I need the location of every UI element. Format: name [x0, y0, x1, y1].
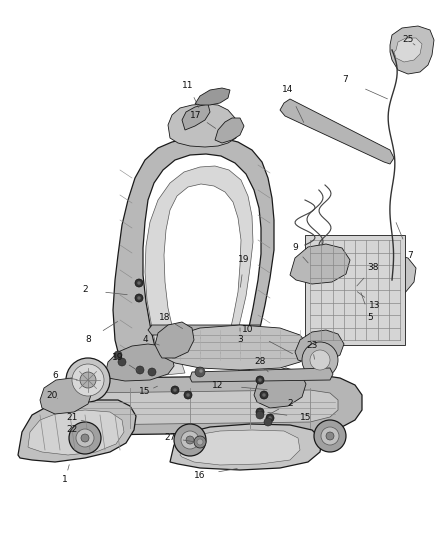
Circle shape: [171, 386, 179, 394]
Circle shape: [72, 364, 104, 396]
Circle shape: [66, 358, 110, 402]
Circle shape: [326, 432, 334, 440]
Circle shape: [199, 369, 203, 373]
Circle shape: [264, 418, 272, 426]
Circle shape: [256, 376, 264, 384]
Circle shape: [135, 279, 143, 287]
Polygon shape: [65, 375, 362, 435]
Text: 25: 25: [403, 36, 413, 44]
Polygon shape: [113, 137, 274, 382]
Circle shape: [266, 414, 274, 422]
Circle shape: [181, 431, 199, 449]
Polygon shape: [290, 244, 350, 284]
Circle shape: [174, 424, 206, 456]
Circle shape: [184, 391, 192, 399]
Circle shape: [194, 436, 206, 448]
Circle shape: [136, 366, 144, 374]
Text: 15: 15: [139, 387, 151, 397]
Text: 7: 7: [342, 76, 348, 85]
Text: 5: 5: [367, 313, 373, 322]
Circle shape: [137, 281, 141, 285]
Circle shape: [69, 422, 101, 454]
Text: 21: 21: [66, 414, 78, 423]
Text: 12: 12: [212, 381, 224, 390]
Text: 20: 20: [46, 391, 58, 400]
Text: 19: 19: [112, 353, 124, 362]
Text: 2: 2: [82, 286, 88, 295]
Polygon shape: [145, 166, 253, 375]
Text: 3: 3: [237, 335, 243, 344]
Text: 27: 27: [164, 433, 176, 442]
Circle shape: [81, 434, 89, 442]
Polygon shape: [18, 400, 136, 462]
Polygon shape: [305, 235, 405, 345]
Circle shape: [302, 342, 338, 378]
Polygon shape: [105, 344, 174, 381]
Polygon shape: [338, 255, 416, 342]
Circle shape: [321, 427, 339, 445]
Polygon shape: [148, 325, 262, 335]
Text: 13: 13: [369, 301, 381, 310]
Polygon shape: [190, 368, 333, 382]
Text: 2: 2: [287, 399, 293, 408]
Polygon shape: [182, 104, 210, 130]
Circle shape: [262, 393, 266, 397]
Text: 23: 23: [306, 341, 318, 350]
Circle shape: [76, 429, 94, 447]
Polygon shape: [28, 410, 124, 455]
Circle shape: [310, 350, 330, 370]
Circle shape: [173, 388, 177, 392]
Circle shape: [80, 372, 96, 388]
Circle shape: [256, 408, 264, 416]
Text: 14: 14: [283, 85, 294, 94]
Text: 18: 18: [159, 313, 171, 322]
Text: 6: 6: [52, 372, 58, 381]
Polygon shape: [155, 322, 194, 358]
Circle shape: [137, 296, 141, 300]
Text: 11: 11: [182, 80, 194, 90]
Circle shape: [135, 294, 143, 302]
Polygon shape: [72, 390, 338, 425]
Text: 17: 17: [190, 110, 202, 119]
Polygon shape: [280, 99, 394, 164]
Circle shape: [186, 436, 194, 444]
Circle shape: [268, 416, 272, 420]
Polygon shape: [165, 325, 308, 370]
Text: 28: 28: [254, 358, 266, 367]
Text: 19: 19: [238, 255, 250, 264]
Text: 4: 4: [142, 335, 148, 344]
Text: 38: 38: [367, 263, 379, 272]
Circle shape: [186, 393, 190, 397]
Circle shape: [118, 358, 126, 366]
Circle shape: [256, 411, 264, 419]
Text: 22: 22: [67, 425, 78, 434]
Text: 15: 15: [300, 414, 312, 423]
Polygon shape: [215, 118, 244, 143]
Circle shape: [197, 439, 203, 445]
Polygon shape: [295, 330, 344, 364]
Polygon shape: [394, 38, 422, 62]
Circle shape: [260, 391, 268, 399]
Polygon shape: [170, 424, 322, 470]
Polygon shape: [40, 378, 92, 414]
Circle shape: [314, 420, 346, 452]
Text: 16: 16: [194, 471, 206, 480]
Polygon shape: [180, 430, 300, 465]
Polygon shape: [168, 104, 238, 147]
Circle shape: [195, 367, 205, 377]
Text: 1: 1: [62, 475, 68, 484]
Polygon shape: [254, 368, 306, 408]
Polygon shape: [390, 26, 434, 74]
Text: 10: 10: [242, 326, 254, 335]
Text: 8: 8: [85, 335, 91, 344]
Circle shape: [148, 368, 156, 376]
Circle shape: [258, 410, 262, 414]
Circle shape: [258, 378, 262, 382]
Circle shape: [114, 351, 122, 359]
Text: 7: 7: [407, 252, 413, 261]
Text: 9: 9: [292, 244, 298, 253]
Polygon shape: [195, 88, 230, 105]
